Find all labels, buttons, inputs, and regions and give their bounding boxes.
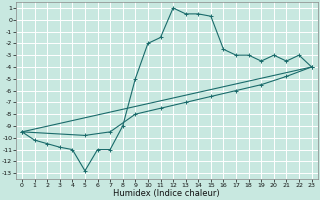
X-axis label: Humidex (Indice chaleur): Humidex (Indice chaleur) (114, 189, 220, 198)
